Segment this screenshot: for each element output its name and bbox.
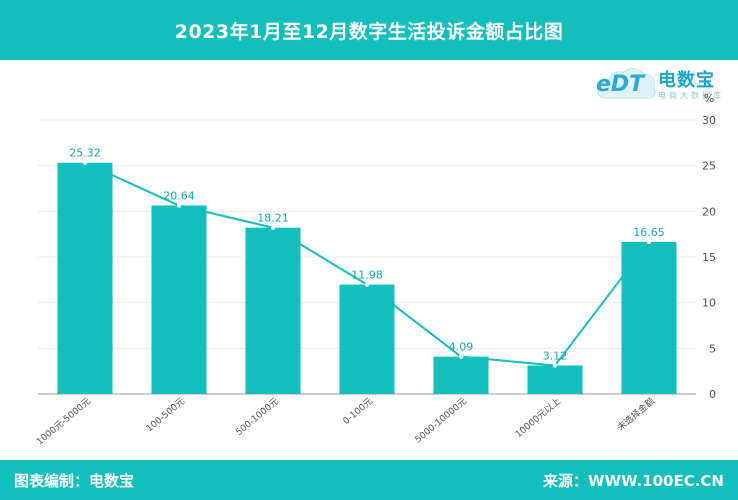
bar	[57, 162, 113, 394]
logo-brand: 电数宝	[658, 70, 715, 91]
chart-footer: 图表编制：电数宝 来源：WWW.100EC.CN	[0, 460, 738, 500]
y-tick-label: 5	[709, 342, 716, 355]
y-tick-label: 0	[709, 388, 716, 401]
x-tick-label: 100-500元	[145, 397, 187, 435]
data-label: 16.65	[633, 226, 665, 239]
data-label: 18.21	[257, 212, 289, 225]
data-label: 3.12	[543, 350, 568, 363]
x-tick-label: 10000元以上	[513, 396, 563, 440]
line-point	[552, 363, 558, 368]
y-tick-label: 15	[702, 251, 716, 264]
line-point	[364, 282, 370, 287]
data-label: 11.98	[351, 269, 383, 282]
y-tick-label: 20	[702, 205, 716, 218]
bar	[151, 205, 207, 394]
y-tick-label: 10	[702, 297, 716, 310]
data-label: 20.64	[163, 189, 195, 202]
data-label: 4.09	[449, 341, 474, 354]
chart-title: 2023年1月至12月数字生活投诉金额占比图	[174, 20, 564, 43]
y-tick-label: 25	[702, 160, 716, 173]
line-point	[646, 239, 652, 245]
bar	[433, 356, 489, 394]
x-tick-label: 1000元-5000元	[35, 397, 93, 448]
line-point	[270, 225, 276, 230]
data-label: 25.32	[69, 147, 101, 160]
logo-subtitle: 电商大数据库	[658, 91, 724, 100]
x-tick-label: 0-100元	[342, 397, 375, 427]
line-point	[176, 203, 182, 208]
chart-header: 2023年1月至12月数字生活投诉金额占比图	[0, 0, 738, 60]
line-point	[82, 160, 88, 165]
y-unit-label: %	[704, 92, 714, 105]
x-tick-label: 500-1000元	[234, 397, 281, 438]
bar	[621, 241, 677, 394]
footer-editor: 图表编制：电数宝	[14, 472, 135, 490]
bar	[339, 284, 395, 394]
bar	[527, 365, 583, 394]
x-tick-label: 5000-10000元	[414, 397, 469, 446]
logo-mark: eDT	[596, 72, 645, 97]
bar-line-chart: 0 5 10 15 20 25 30% 25.32 20.64 18.21 11.98 4.09 3.1…	[35, 92, 716, 448]
footer-source: 来源：WWW.100EC.CN	[543, 472, 724, 490]
y-tick-label: 30	[702, 114, 716, 127]
cloud-icon	[597, 68, 656, 99]
bar	[245, 227, 301, 394]
x-tick-label: 未选择金额	[615, 395, 657, 433]
edt-logo: eDT 电数宝 电商大数据库	[594, 60, 734, 106]
line-point	[458, 354, 464, 359]
